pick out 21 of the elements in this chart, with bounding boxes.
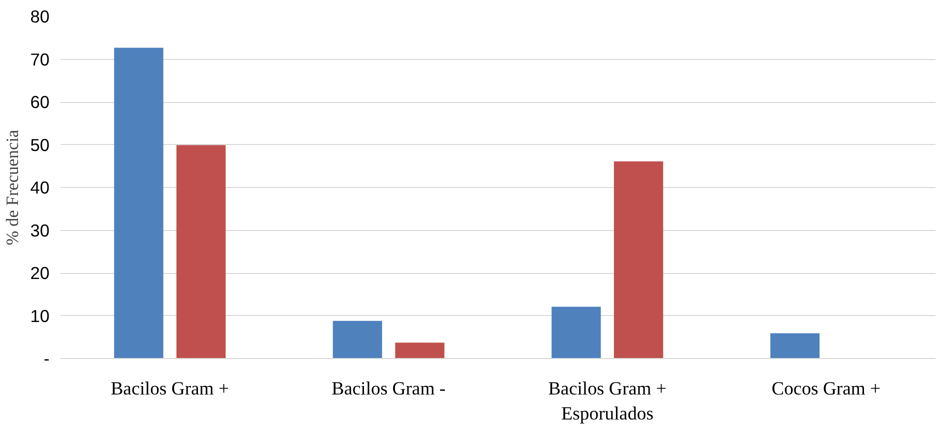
x-tick-label: Bacilos Gram + xyxy=(110,378,230,400)
bar xyxy=(552,306,601,358)
bar xyxy=(770,333,820,358)
y-tick-label: 80 xyxy=(30,6,50,26)
y-tick-label: 40 xyxy=(30,178,50,198)
bar xyxy=(395,342,444,358)
x-tick-label: Bacilos Gram + Esporulados xyxy=(548,378,667,425)
y-tick-label: - xyxy=(44,348,50,368)
y-axis-title: % de Frecuencia xyxy=(3,129,22,246)
x-tick-label: Bacilos Gram - xyxy=(332,378,446,400)
bar xyxy=(614,161,664,358)
bar xyxy=(114,48,164,358)
y-tick-label: 10 xyxy=(30,306,50,326)
y-tick-label: 30 xyxy=(30,220,50,240)
bar xyxy=(176,145,226,358)
y-tick-label: 50 xyxy=(30,134,50,155)
bar xyxy=(332,320,382,358)
y-tick-label: 70 xyxy=(30,49,50,70)
x-tick-label: Cocos Gram + xyxy=(772,378,881,400)
y-tick-label: 20 xyxy=(30,263,50,283)
y-tick-label: 60 xyxy=(30,92,50,112)
